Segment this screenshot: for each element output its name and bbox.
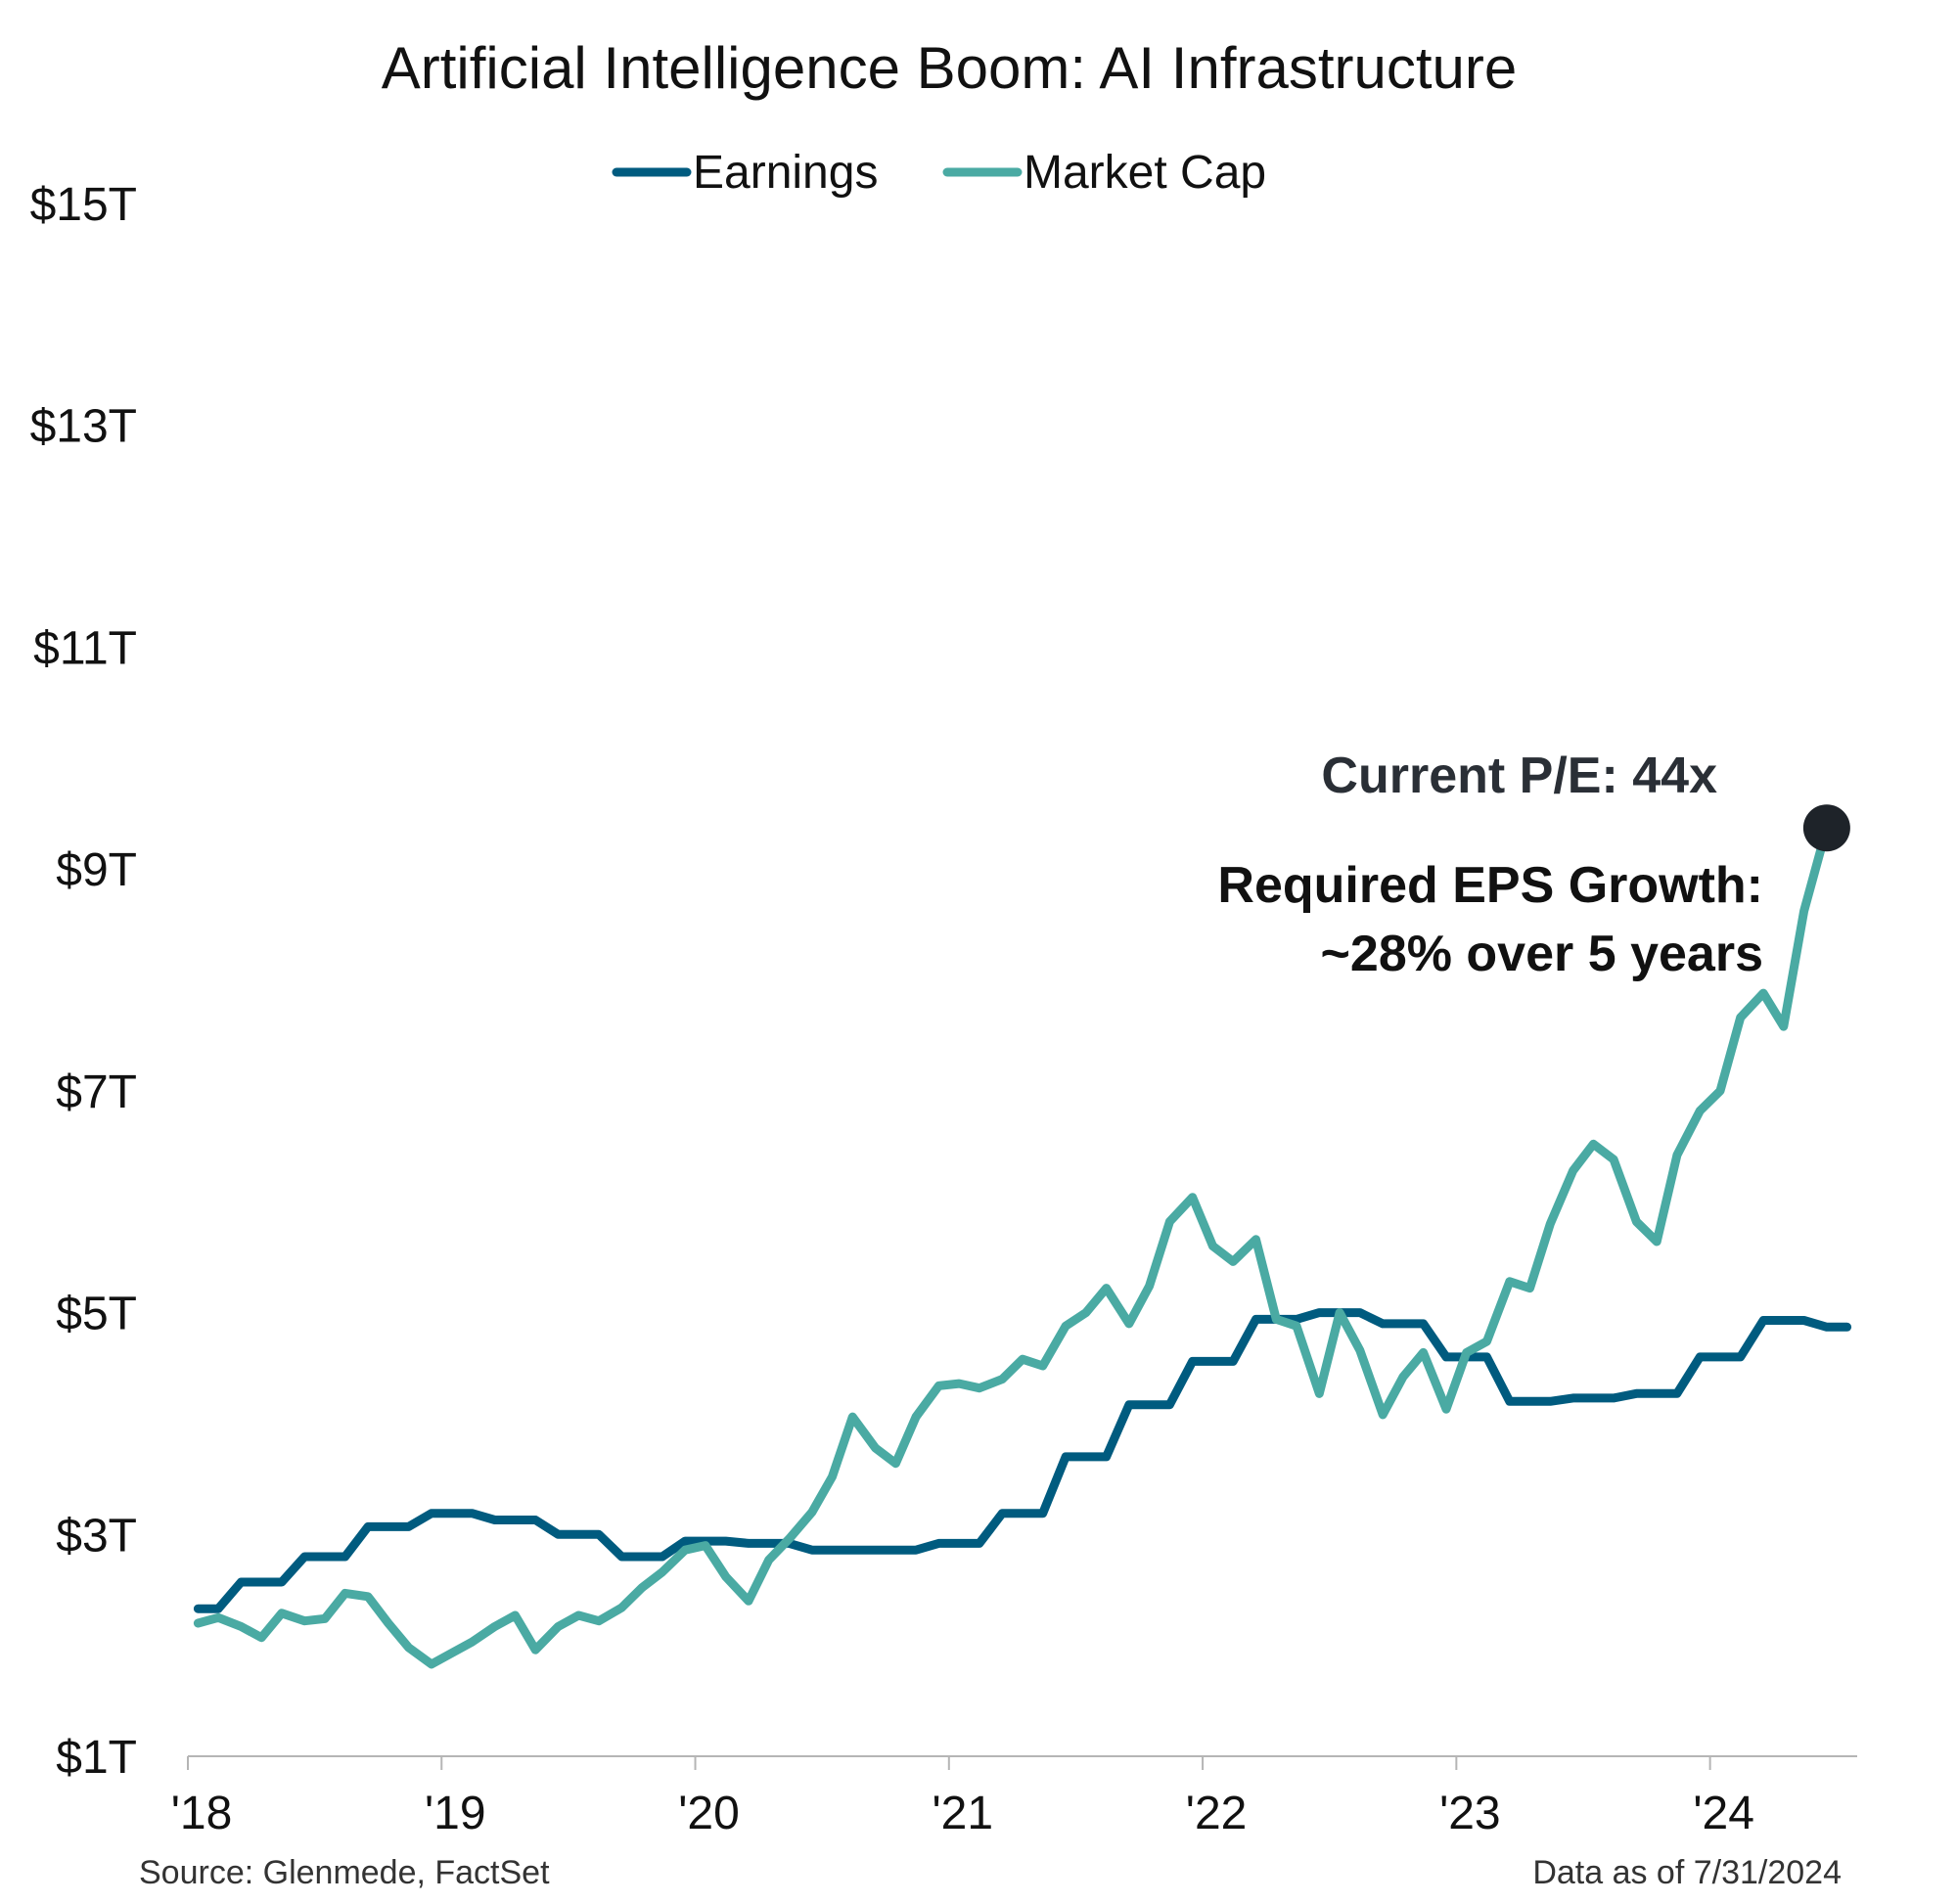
x-tick-label: '21 [933,1788,994,1839]
x-tick-label: '22 [1186,1788,1248,1839]
y-tick-label: $11T [33,622,137,674]
annotations: Current P/E: 44x Required EPS Growth: ~2… [1217,748,1763,982]
x-tick-label: '20 [678,1788,740,1839]
x-tick-label: '19 [425,1788,486,1839]
y-axis: $1T $3T $5T $7T $9T $11T $13T $15T [30,179,137,1784]
y-tick-label: $9T [56,844,137,896]
y-tick-label: $1T [56,1732,137,1784]
legend-label-market-cap: Market Cap [1024,147,1266,199]
x-tick-label: '24 [1693,1788,1754,1839]
current-value-marker [1802,804,1850,852]
series-line-earnings [193,1308,1852,1613]
series-line-market-cap [193,823,1832,1669]
legend-label-earnings: Earnings [693,147,878,199]
x-axis: '18 '19 '20 '21 '22 '23 '24 [171,1755,1857,1839]
x-tick-label: '18 [171,1788,233,1839]
series-layer [193,823,1852,1669]
source-note: Source: Glenmede, FactSet [139,1854,550,1891]
legend: Earnings Market Cap [612,147,1266,199]
y-tick-label: $15T [30,179,137,231]
annotation-pe: Current P/E: 44x [1321,748,1717,804]
y-tick-label: $13T [30,401,137,453]
y-tick-label: $7T [56,1066,137,1118]
chart-title: Artificial Intelligence Boom: AI Infrast… [382,35,1518,101]
y-tick-label: $5T [56,1289,137,1340]
annotation-eps-line2: ~28% over 5 years [1321,926,1763,982]
annotation-eps-line1: Required EPS Growth: [1217,857,1763,914]
x-tick-label: '23 [1439,1788,1501,1839]
data-date-note: Data as of 7/31/2024 [1532,1854,1842,1891]
y-tick-label: $3T [56,1510,137,1562]
